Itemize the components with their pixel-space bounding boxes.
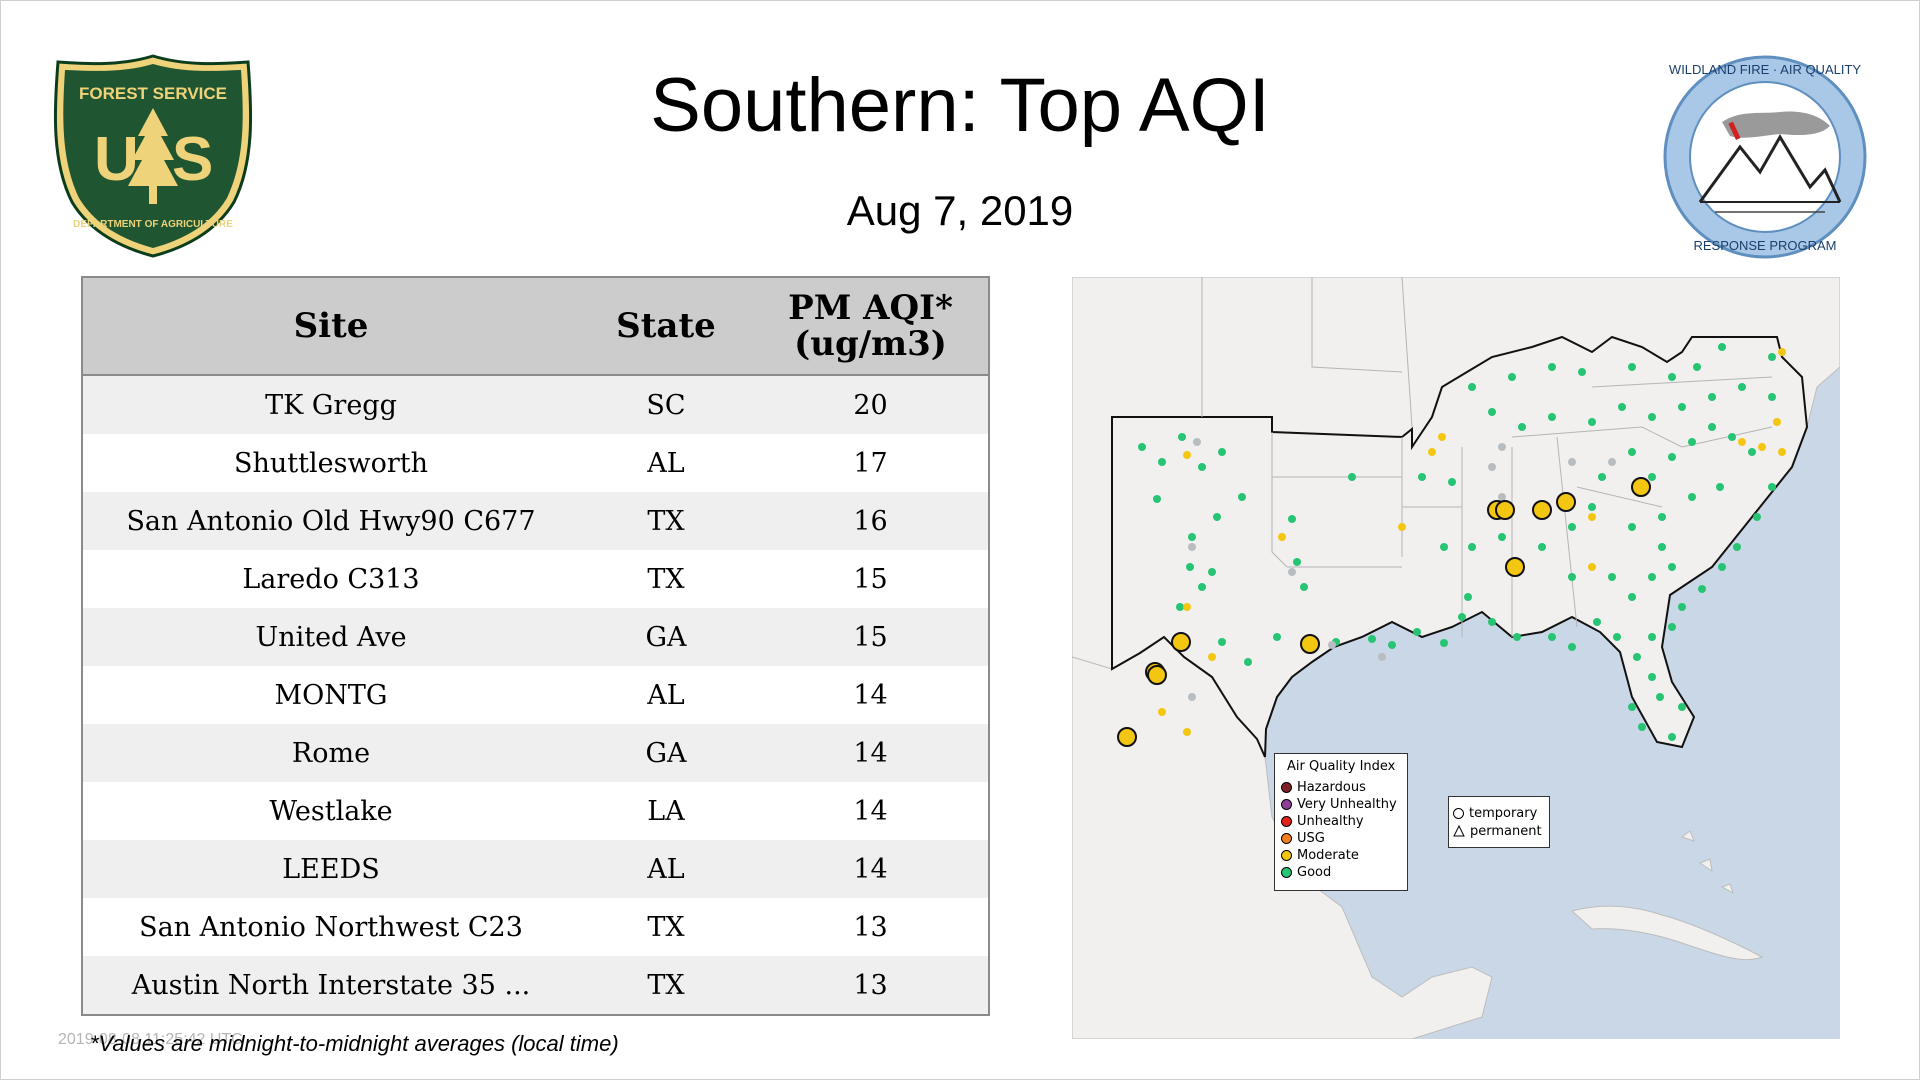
aqi-map: Air Quality Index Hazardous Very Unhealt… [1072, 277, 1840, 1039]
cell-value: 14 [853, 853, 888, 885]
very-unhealthy-swatch [1281, 798, 1292, 810]
aqi-table: Site State PM AQI* (ug/m3) TK Gregg SC 2… [81, 276, 990, 1016]
cell-state: TX [647, 911, 685, 943]
cell-site: Rome [291, 737, 371, 769]
table-row: TK Gregg SC 20 [83, 376, 988, 434]
cell-state: LA [647, 795, 685, 827]
cell-value: 17 [853, 447, 888, 479]
table-row: LEEDS AL 14 [83, 840, 988, 898]
cell-site: TK Gregg [265, 389, 397, 421]
usg-swatch [1281, 832, 1292, 844]
triangle-icon [1453, 825, 1465, 837]
svg-text:S: S [172, 125, 213, 194]
cell-state: GA [645, 621, 687, 653]
cell-site: MONTG [274, 679, 388, 711]
moderate-swatch [1281, 849, 1292, 861]
cell-site: Austin North Interstate 35 ... [131, 969, 531, 1001]
site-type-legend: temporary permanent [1448, 796, 1550, 848]
timestamp: 2019-08-08 11:25:42 UTC [58, 1031, 243, 1048]
cell-state: AL [647, 679, 685, 711]
top-aqi-sites [1117, 477, 1651, 747]
cell-value: 14 [853, 795, 888, 827]
cell-site: United Ave [255, 621, 407, 653]
wildland-top-text: WILDLAND FIRE · AIR QUALITY [1669, 62, 1861, 77]
table-row: Shuttlesworth AL 17 [83, 434, 988, 492]
wildland-bottom-text: RESPONSE PROGRAM [1693, 238, 1836, 253]
cell-value: 13 [853, 969, 888, 1001]
table-row: Laredo C313 TX 15 [83, 550, 988, 608]
legend-item: Good [1281, 864, 1331, 880]
map-sites [1117, 343, 1786, 747]
forest-service-text: FOREST SERVICE [79, 84, 227, 103]
forest-service-logo: FOREST SERVICE U S DEPARTMENT OF AGRICUL… [53, 54, 253, 258]
header-aqi-line2: (ug/m3) [794, 324, 947, 364]
header-site: Site [293, 306, 369, 346]
legend-item: Very Unhealthy [1281, 796, 1397, 812]
legend-item: Moderate [1281, 847, 1359, 863]
page-title: Southern: Top AQI [650, 63, 1270, 148]
cell-state: AL [647, 853, 685, 885]
cell-value: 20 [853, 389, 888, 421]
header-state: State [616, 306, 716, 346]
cell-site: LEEDS [282, 853, 380, 885]
legend-item: Unhealthy [1281, 813, 1364, 829]
cell-value: 16 [853, 505, 888, 537]
cell-site: Westlake [269, 795, 393, 827]
cell-site: San Antonio Old Hwy90 C677 [126, 505, 536, 537]
aqi-legend: Air Quality Index Hazardous Very Unhealt… [1274, 753, 1408, 891]
header-aqi: PM AQI* (ug/m3) [753, 290, 988, 362]
table-row: Rome GA 14 [83, 724, 988, 782]
table-row: MONTG AL 14 [83, 666, 988, 724]
legend-title: Air Quality Index [1287, 759, 1396, 774]
moderate-monitors [1158, 348, 1786, 736]
circle-icon [1453, 807, 1464, 819]
good-swatch [1281, 866, 1292, 878]
good-monitors [1138, 343, 1776, 741]
table-row: San Antonio Northwest C23 TX 13 [83, 898, 988, 956]
cell-value: 15 [853, 563, 888, 595]
cell-value: 13 [853, 911, 888, 943]
hazardous-swatch [1281, 781, 1292, 793]
cell-state: AL [647, 447, 685, 479]
legend-item: permanent [1453, 823, 1542, 839]
nodata-monitors [1188, 438, 1616, 701]
legend-item: temporary [1453, 805, 1537, 821]
footnote: *Values are midnight-to-midnight average… [90, 1031, 619, 1056]
cell-site: Shuttlesworth [234, 447, 428, 479]
cell-state: GA [645, 737, 687, 769]
cell-state: TX [647, 505, 685, 537]
cell-state: TX [647, 563, 685, 595]
cell-site: San Antonio Northwest C23 [139, 911, 523, 943]
report-date: Aug 7, 2019 [846, 187, 1074, 234]
table-row: Austin North Interstate 35 ... TX 13 [83, 956, 988, 1014]
department-text: DEPARTMENT OF AGRICULTURE [73, 219, 233, 230]
legend-item: Hazardous [1281, 779, 1366, 795]
cell-state: TX [647, 969, 685, 1001]
cell-state: SC [646, 389, 686, 421]
cell-value: 14 [853, 679, 888, 711]
table-row: Westlake LA 14 [83, 782, 988, 840]
unhealthy-swatch [1281, 815, 1292, 827]
header-aqi-line1: PM AQI* [788, 288, 953, 328]
table-row: San Antonio Old Hwy90 C677 TX 16 [83, 492, 988, 550]
legend-item: USG [1281, 830, 1325, 846]
wildland-fire-logo: WILDLAND FIRE · AIR QUALITY RESPONSE PRO… [1663, 55, 1867, 259]
cell-site: Laredo C313 [242, 563, 420, 595]
cell-value: 14 [853, 737, 888, 769]
table-row: United Ave GA 15 [83, 608, 988, 666]
table-body: TK Gregg SC 20 Shuttlesworth AL 17 San A… [83, 376, 988, 1014]
table-header: Site State PM AQI* (ug/m3) [83, 278, 988, 376]
cell-value: 15 [853, 621, 888, 653]
